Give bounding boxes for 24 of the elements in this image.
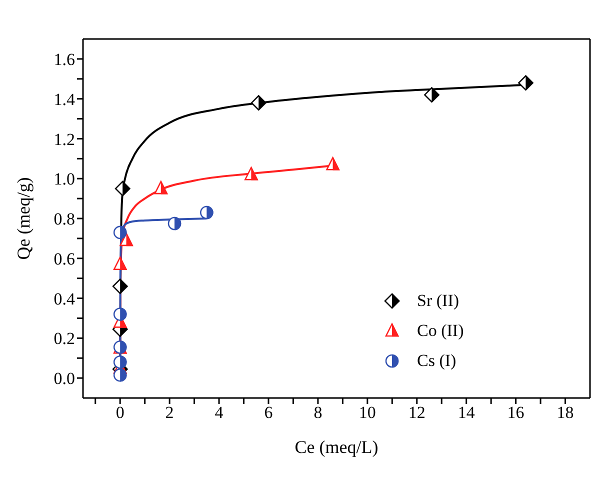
y-tick-label: 1.4 — [54, 90, 76, 109]
y-tick-label: 0.0 — [54, 369, 75, 388]
x-tick-label: 12 — [408, 403, 426, 422]
x-tick-label: 16 — [507, 403, 524, 422]
y-tick-label: 0.8 — [54, 210, 75, 229]
y-tick-label: 1.2 — [54, 130, 75, 149]
x-tick-label: 18 — [556, 403, 574, 422]
y-axis-title: Qe (meq/g) — [13, 177, 34, 260]
x-axis-title: Ce (meq/L) — [294, 437, 378, 457]
legend-label: Cs (I) — [417, 351, 456, 371]
x-tick-label: 14 — [458, 403, 476, 422]
x-tick-label: 0 — [116, 403, 124, 422]
y-tick-label: 0.6 — [54, 249, 75, 268]
x-tick-label: 8 — [314, 403, 322, 422]
x-tick-label: 6 — [264, 403, 273, 422]
x-tick-label: 10 — [358, 403, 376, 422]
y-tick-label: 0.2 — [54, 329, 75, 348]
y-tick-label: 1.0 — [54, 170, 75, 189]
legend-label: Sr (II) — [417, 291, 460, 311]
x-tick-label: 4 — [214, 403, 224, 422]
legend-label: Co (II) — [417, 321, 464, 341]
y-tick-label: 1.6 — [54, 50, 75, 69]
x-tick-label: 2 — [165, 403, 174, 422]
y-tick-label: 0.4 — [54, 289, 76, 308]
